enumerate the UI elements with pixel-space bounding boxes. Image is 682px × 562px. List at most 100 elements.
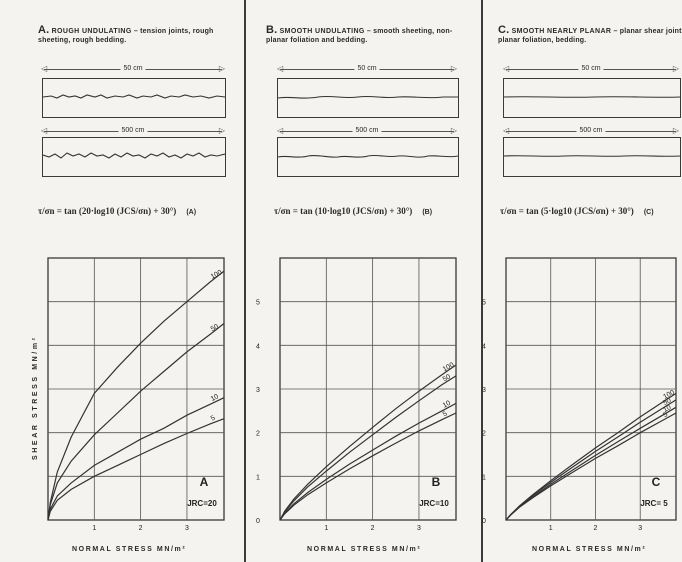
panel-a: A. ROUGH UNDULATING – tension joints, ro…: [30, 0, 240, 562]
series-line-10: [47, 397, 225, 521]
x-tick-label: 1: [549, 525, 553, 532]
y-tick-label: 1: [482, 474, 486, 481]
short-scale-label: 50 cm: [120, 64, 146, 74]
x-axis-label: NORMAL STRESS MN/m²: [532, 546, 647, 553]
long-scale-label: 500 cm: [118, 126, 148, 136]
x-tick-label: 2: [594, 525, 598, 532]
series-label: 5: [442, 410, 449, 418]
series-label: 50: [662, 397, 672, 407]
series-label: 10: [662, 404, 672, 414]
long-profile: [503, 137, 681, 177]
series-line-5: [279, 412, 457, 521]
panel-name: ROUGH UNDULATING: [51, 28, 132, 35]
panel-divider: [244, 0, 246, 562]
y-tick-label: 5: [482, 300, 486, 307]
x-tick-label: 2: [371, 525, 375, 532]
panel-description: – planar shear joints, planar foliation,…: [498, 28, 682, 44]
y-tick-label: 3: [256, 387, 260, 394]
panel-equation: τ/σn = tan (10·log10 (JCS/σn) + 30°) (B): [274, 206, 432, 216]
jrc-label: JRC=20: [187, 499, 217, 508]
series-label: 100: [210, 269, 224, 281]
series-line-50: [47, 323, 225, 521]
short-scale-dimension: ◁ ▷ 50 cm: [41, 64, 225, 74]
chart-c: 1 2 3 0 1 2 3 4 5 100 50 10 5 C JRC= 5: [482, 257, 682, 532]
series-label: 50: [210, 323, 220, 333]
long-scale-dimension: ◁ ▷ 500 cm: [503, 126, 679, 136]
panel-letter: C.: [498, 24, 510, 36]
series-line-100: [279, 364, 457, 521]
equation-tag: (A): [186, 209, 197, 216]
short-profile: [503, 78, 681, 118]
y-tick-label: 1: [256, 474, 260, 481]
series-label: 100: [442, 362, 456, 374]
jrc-label: JRC=10: [419, 499, 449, 508]
equation-tag: (C): [643, 209, 654, 216]
short-scale-dimension: ◁ ▷ 50 cm: [277, 64, 457, 74]
panel-b: B. SMOOTH UNDULATING – smooth sheeting, …: [250, 0, 480, 562]
long-profile: [277, 137, 459, 177]
short-scale-label: 50 cm: [354, 64, 380, 74]
y-tick-label: 4: [256, 343, 260, 350]
panel-a-title: A. ROUGH UNDULATING – tension joints, ro…: [38, 24, 238, 45]
series-label: 5: [210, 415, 217, 423]
x-axis-label: NORMAL STRESS MN/m²: [72, 546, 187, 553]
panel-letter: B.: [266, 24, 278, 36]
y-tick-label: 2: [482, 431, 486, 438]
y-tick-label: 4: [482, 343, 486, 350]
short-scale-label: 50 cm: [578, 64, 604, 74]
y-tick-label: 3: [482, 387, 486, 394]
chart-plot: 1 2 3 100 50 10 5 A JRC=20: [47, 257, 225, 532]
panel-c-title: C. SMOOTH NEARLY PLANAR – planar shear j…: [498, 24, 682, 45]
short-profile: [277, 78, 459, 118]
y-tick-label: 0: [482, 518, 486, 525]
series-line-50: [279, 375, 457, 521]
chart-a-svg: 1 2 3 100 50 10 5 A JRC=20: [47, 257, 225, 532]
panel-b-title: B. SMOOTH UNDULATING – smooth sheeting, …: [266, 24, 471, 45]
x-tick-label: 3: [638, 525, 642, 532]
long-profile: [42, 137, 226, 177]
panel-c: C. SMOOTH NEARLY PLANAR – planar shear j…: [482, 0, 682, 562]
panel-description: – smooth sheeting, non-planar foliation …: [266, 28, 453, 44]
x-tick-label: 1: [92, 525, 96, 532]
chart-a: 1 2 3 100 50 10 5 A JRC=20: [47, 257, 232, 532]
long-profile-line: [278, 154, 458, 158]
x-tick-label: 3: [417, 525, 421, 532]
panel-divider: [481, 0, 483, 562]
equation-text: τ/σn = tan (10·log10 (JCS/σn) + 30°): [274, 206, 413, 216]
equation-tag: (B): [422, 209, 433, 216]
panel-equation: τ/σn = tan (20·log10 (JCS/σn) + 30°) (A): [38, 206, 196, 216]
series-line-5: [505, 412, 677, 521]
series-line-10: [279, 402, 457, 521]
chart-letter: C: [652, 475, 661, 489]
long-profile-line: [43, 152, 225, 159]
series-line-5: [47, 418, 225, 521]
series-label: 5: [662, 411, 669, 419]
equation-text: τ/σn = tan (20·log10 (JCS/σn) + 30°): [38, 206, 177, 216]
panel-name: SMOOTH NEARLY PLANAR: [511, 28, 612, 35]
long-scale-label: 500 cm: [576, 126, 606, 136]
short-profile-line: [43, 94, 225, 99]
long-scale-dimension: ◁ ▷ 500 cm: [277, 126, 457, 136]
y-tick-label: 2: [256, 431, 260, 438]
panel-equation: τ/σn = tan (5·log10 (JCS/σn) + 30°) (C): [500, 206, 654, 216]
series-label: 10: [210, 393, 220, 403]
series-line-100: [47, 270, 225, 521]
chart-letter: A: [200, 475, 209, 489]
long-profile-line: [504, 155, 680, 157]
y-tick-label: 5: [256, 300, 260, 307]
chart-letter: B: [432, 475, 441, 489]
short-scale-dimension: ◁ ▷ 50 cm: [503, 64, 679, 74]
jrc-label: JRC= 5: [640, 499, 668, 508]
y-tick-label: 0: [256, 518, 260, 525]
x-axis-label: NORMAL STRESS MN/m²: [307, 546, 422, 553]
short-profile: [42, 78, 226, 118]
x-tick-label: 2: [139, 525, 143, 532]
panel-letter: A.: [38, 24, 50, 36]
long-scale-dimension: ◁ ▷ 500 cm: [41, 126, 225, 136]
series-label: 100: [662, 389, 676, 401]
panel-description: – tension joints, rough sheeting, rough …: [38, 28, 214, 44]
